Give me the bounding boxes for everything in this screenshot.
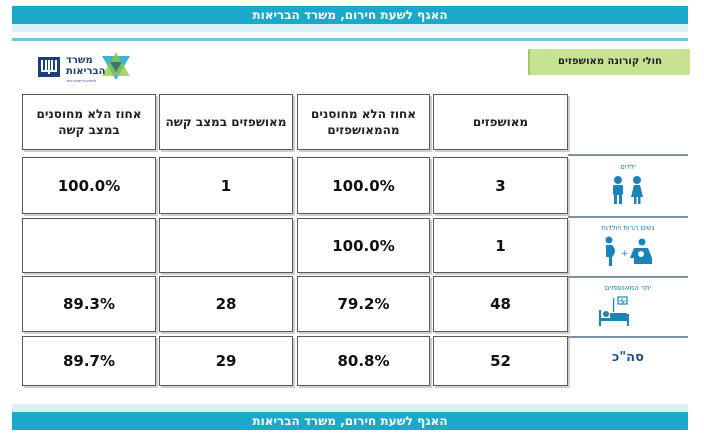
cell-children-hospitalized: 3 bbox=[433, 157, 568, 214]
cell-total-severe: 29 bbox=[159, 336, 293, 386]
cell-children-severe-unvacc-pct: 100.0% bbox=[22, 157, 156, 214]
col-header-unvacc-pct: אחוז הלא מחוסנים מהמאושפזים bbox=[297, 94, 430, 150]
logo-tagline: לחיים בריאים יותר bbox=[66, 78, 97, 83]
col-header-severe-unvacc-pct: אחוז הלא מחוסנים במצב קשה bbox=[22, 94, 156, 150]
row-label-others: יתר המאושפזים bbox=[568, 276, 688, 334]
cell-total-unvacc-pct: 80.8% bbox=[297, 336, 430, 386]
header-band bbox=[12, 24, 688, 32]
cell-pregnant-unvacc-pct: 100.0% bbox=[297, 218, 430, 273]
cell-children-severe: 1 bbox=[159, 157, 293, 214]
row-label-pregnant: נשים הרות ויולדות + bbox=[568, 216, 688, 274]
logo-line2: הבריאות bbox=[66, 66, 106, 77]
cell-others-hospitalized: 48 bbox=[433, 276, 568, 332]
section-title: חולי קורונה מאושפזים bbox=[528, 49, 690, 75]
cell-children-unvacc-pct: 100.0% bbox=[297, 157, 430, 214]
col-header-severe: מאושפזים במצב קשה bbox=[159, 94, 293, 150]
hospital-bed-icon bbox=[599, 296, 629, 326]
row-label-total: סה"כ bbox=[612, 350, 644, 365]
footer-banner: האגף לשעת חירום, משרד הבריאות bbox=[12, 412, 688, 430]
row-label-box-others bbox=[568, 276, 688, 338]
cell-others-severe-unvacc-pct: 89.3% bbox=[22, 276, 156, 332]
cell-pregnant-severe-unvacc-pct bbox=[22, 218, 156, 273]
menorah-icon bbox=[38, 57, 60, 77]
logo-line1: משרד bbox=[66, 55, 93, 66]
children-icon bbox=[613, 176, 643, 204]
header-banner: האגף לשעת חירום, משרד הבריאות bbox=[12, 6, 688, 24]
star-logo-icon bbox=[102, 52, 130, 80]
row-label-text: נשים הרות ויולדות bbox=[601, 224, 655, 232]
row-label-children: ילדים bbox=[568, 154, 688, 214]
cell-others-unvacc-pct: 79.2% bbox=[297, 276, 430, 332]
svg-text:+: + bbox=[621, 249, 629, 259]
cell-others-severe: 28 bbox=[159, 276, 293, 332]
col-header-hospitalized: מאושפזים bbox=[433, 94, 568, 150]
footer-band bbox=[12, 404, 688, 412]
header-rule bbox=[12, 38, 688, 41]
row-label-text: יתר המאושפזים bbox=[604, 284, 652, 292]
row-label-text: ילדים bbox=[620, 163, 636, 171]
cell-pregnant-hospitalized: 1 bbox=[433, 218, 568, 273]
cell-total-hospitalized: 52 bbox=[433, 336, 568, 386]
ministry-logo: משרד הבריאות לחיים בריאים יותר bbox=[36, 52, 136, 84]
cell-total-severe-unvacc-pct: 89.7% bbox=[22, 336, 156, 386]
cell-pregnant-severe bbox=[159, 218, 293, 273]
pregnant-mother-icon: + bbox=[605, 236, 652, 266]
